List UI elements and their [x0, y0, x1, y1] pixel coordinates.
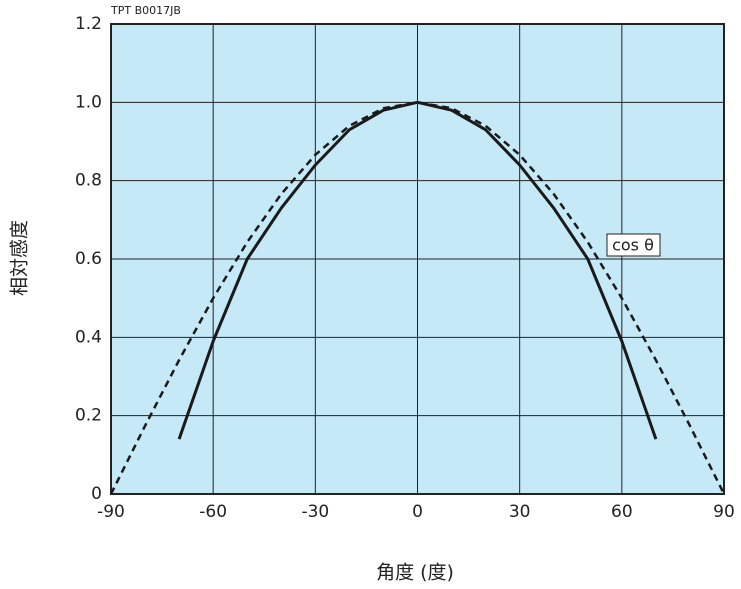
x-tick-label: -60 — [199, 502, 227, 522]
y-axis-label: 相対感度 — [9, 220, 31, 296]
plot-border — [110, 23, 725, 495]
y-tick-label: 0 — [91, 484, 102, 504]
x-tick-label: 60 — [611, 502, 633, 522]
y-tick-label: 0.4 — [75, 327, 102, 347]
chart-code: TPT B0017JB — [110, 4, 181, 17]
x-axis-label: 角度 (度) — [376, 562, 454, 584]
x-tick-label: 30 — [509, 502, 531, 522]
y-tick-label: 0.8 — [75, 171, 102, 191]
y-tick-label: 0.6 — [75, 249, 102, 269]
series-line — [177, 100, 658, 440]
x-tick-label: -90 — [97, 502, 125, 522]
series-label: cos θ — [612, 236, 654, 255]
x-tick-label: -30 — [301, 502, 329, 522]
x-tick-label: 0 — [412, 502, 423, 522]
y-tick-label: 0.2 — [75, 406, 102, 426]
y-tick-label: 1.0 — [75, 92, 102, 112]
x-tick-label: 90 — [713, 502, 735, 522]
series-label-box — [606, 233, 661, 257]
y-tick-label: 1.2 — [75, 14, 102, 34]
series-line — [109, 101, 726, 495]
